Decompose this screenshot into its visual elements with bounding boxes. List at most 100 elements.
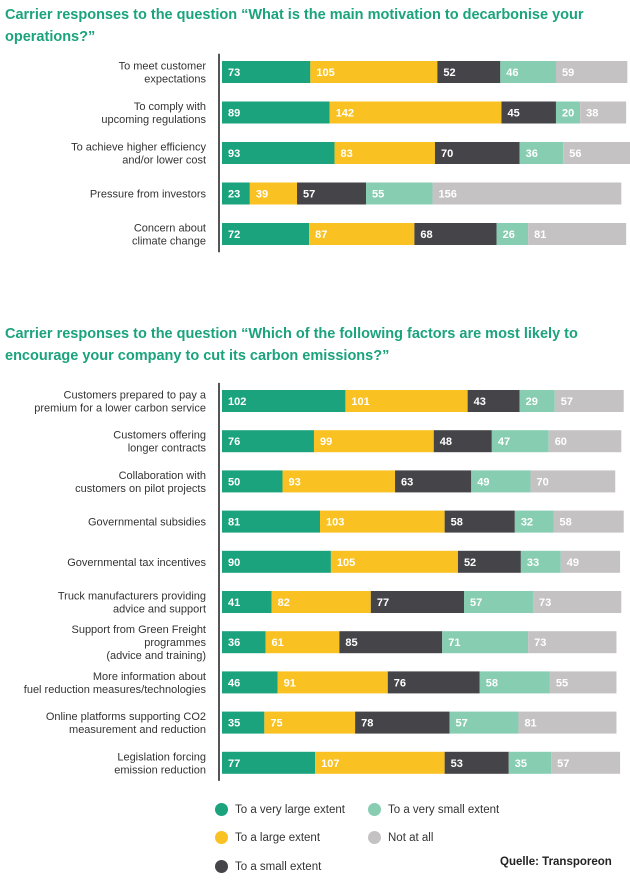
bar-segment-small xyxy=(457,550,521,573)
bar-row: Support from Green Freightprogrammes(adv… xyxy=(71,624,617,662)
data-label: 49 xyxy=(567,557,579,569)
data-label: 39 xyxy=(256,189,268,201)
data-label: 36 xyxy=(228,637,240,649)
bar-segment-not-at-all xyxy=(554,390,624,412)
bar-row: Governmental subsidies 81 103 58 32 58 xyxy=(88,510,624,533)
data-label: 35 xyxy=(228,718,240,730)
data-label: 99 xyxy=(320,436,332,448)
bar-segment-very-small xyxy=(449,711,519,734)
bar-segment-not-at-all xyxy=(432,182,622,205)
category-label: Truck manufacturers providing xyxy=(58,591,206,603)
bar-segment-very-small xyxy=(442,631,529,654)
data-label: 50 xyxy=(228,476,240,488)
data-label: 58 xyxy=(560,517,572,529)
category-label: (advice and training) xyxy=(106,650,206,662)
data-label: 81 xyxy=(524,718,536,730)
category-label: premium for a lower carbon service xyxy=(34,403,206,415)
category-label: Legislation forcing xyxy=(117,751,206,763)
data-label: 107 xyxy=(321,758,339,770)
data-label: 76 xyxy=(228,436,240,448)
bar-segment-small xyxy=(370,591,464,613)
bar-segment-large xyxy=(282,470,396,493)
data-label: 81 xyxy=(534,229,546,241)
data-label: 83 xyxy=(341,148,353,160)
data-label: 73 xyxy=(534,637,546,649)
legend-label: Not at all xyxy=(388,831,434,844)
bar-segment-not-at-all xyxy=(528,223,627,245)
bar-segment-large xyxy=(264,711,356,734)
bar-segment-large xyxy=(265,631,340,654)
legend-swatch-very-small xyxy=(368,803,381,816)
chart1-title: Carrier responses to the question “What … xyxy=(5,7,584,45)
bar-segment-large xyxy=(345,390,468,412)
data-label: 70 xyxy=(441,148,453,160)
bar-segment-large xyxy=(313,430,434,453)
data-label: 55 xyxy=(556,677,568,689)
data-label: 90 xyxy=(228,557,240,569)
bar-segment-very-small xyxy=(519,142,564,164)
category-label: Concern about xyxy=(134,223,206,235)
data-label: 70 xyxy=(537,476,549,488)
bar-segment-large xyxy=(277,671,388,694)
bar-segment-large xyxy=(249,182,298,205)
category-label: and/or lower cost xyxy=(122,155,206,167)
data-label: 52 xyxy=(443,67,455,79)
legend-label: To a very small extent xyxy=(388,803,500,816)
data-label: 93 xyxy=(289,476,301,488)
bar-segment-very-small xyxy=(520,550,561,573)
bar-segment-very-small xyxy=(508,751,552,774)
data-label: 45 xyxy=(508,108,520,120)
legend-item-very-large: To a very large extent xyxy=(215,803,345,816)
bar-segment-small xyxy=(297,182,366,205)
bar-segment-not-at-all xyxy=(532,591,622,613)
bar-segment-not-at-all xyxy=(549,671,617,694)
bar-segment-very-small xyxy=(491,430,549,453)
data-label: 142 xyxy=(336,108,354,120)
data-label: 41 xyxy=(228,597,240,609)
data-label: 58 xyxy=(486,677,498,689)
bar-segment-very-large xyxy=(222,671,278,694)
category-label: expectations xyxy=(144,74,206,86)
legend-label: To a large extent xyxy=(235,831,321,844)
bar-segment-small xyxy=(437,61,501,83)
bar-row: Pressure from investors 23 39 57 55 156 xyxy=(90,182,622,205)
bar-row: Governmental tax incentives 90 105 52 33 49 xyxy=(67,550,621,573)
legend-swatch-large xyxy=(215,831,228,844)
data-label: 49 xyxy=(477,476,489,488)
category-label: emission reduction xyxy=(114,764,206,776)
category-label: Collaboration with xyxy=(119,470,206,482)
legend-label: To a small extent xyxy=(235,860,322,873)
bar-segment-very-small xyxy=(471,470,531,493)
data-label: 101 xyxy=(351,396,369,408)
legend-swatch-not-at-all xyxy=(368,831,381,844)
bar-segment-very-small xyxy=(365,182,433,205)
bar-segment-not-at-all xyxy=(555,61,628,83)
bar-segment-small xyxy=(355,711,450,734)
bar-segment-very-large xyxy=(222,510,321,533)
bar-segment-small xyxy=(339,631,443,654)
category-label: To comply with xyxy=(134,101,206,113)
bar-segment-very-large xyxy=(222,142,335,164)
data-label: 58 xyxy=(451,517,463,529)
source-note: Quelle: Transporeon xyxy=(500,856,612,868)
data-label: 89 xyxy=(228,108,240,120)
data-label: 47 xyxy=(498,436,510,448)
category-label: upcoming regulations xyxy=(101,114,206,126)
bar-segment-very-small xyxy=(555,101,581,124)
data-label: 57 xyxy=(557,758,569,770)
category-label: Customers offering xyxy=(113,430,206,442)
bar-segment-small xyxy=(433,430,492,453)
bar-segment-not-at-all xyxy=(553,510,624,533)
bar-segment-not-at-all xyxy=(580,101,627,124)
data-label: 82 xyxy=(278,597,290,609)
data-label: 60 xyxy=(555,436,567,448)
bar-row: Online platforms supporting CO2measureme… xyxy=(46,711,617,736)
bar-segment-large xyxy=(334,142,435,164)
legend-item-small: To a small extent xyxy=(215,860,321,873)
data-label: 105 xyxy=(316,67,334,79)
